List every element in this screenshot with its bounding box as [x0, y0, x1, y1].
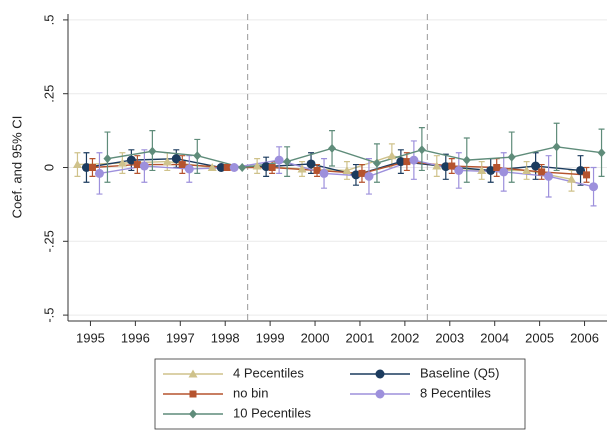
marker — [531, 161, 541, 171]
marker — [364, 171, 374, 181]
marker — [432, 161, 442, 170]
legend-label: 8 Pecentiles — [420, 385, 491, 400]
x-tick-label: 1996 — [121, 330, 150, 345]
marker — [396, 157, 406, 167]
marker — [583, 171, 591, 179]
marker — [274, 155, 284, 165]
legend-marker — [375, 369, 385, 379]
marker — [486, 165, 496, 175]
marker — [372, 158, 381, 168]
legend-marker — [189, 409, 197, 419]
marker — [252, 161, 262, 170]
y-tick-label: .25 — [41, 85, 56, 103]
x-tick-label: 1995 — [76, 330, 105, 345]
marker — [477, 165, 487, 174]
marker — [358, 169, 366, 177]
marker — [387, 151, 397, 160]
legend-marker — [375, 389, 385, 399]
marker — [597, 148, 606, 158]
legend-label: Baseline (Q5) — [420, 365, 499, 380]
marker — [283, 157, 292, 167]
marker — [261, 162, 271, 172]
marker — [313, 166, 321, 174]
marker — [522, 165, 532, 174]
x-tick-label: 2000 — [301, 330, 330, 345]
marker — [417, 145, 426, 155]
x-tick-label: 2005 — [525, 330, 554, 345]
marker — [133, 161, 141, 169]
marker — [216, 163, 226, 172]
marker — [576, 165, 586, 175]
x-tick-label: 1998 — [211, 330, 240, 345]
x-tick-label: 2002 — [390, 330, 419, 345]
marker — [493, 164, 501, 171]
legend-label: no bin — [233, 385, 268, 400]
marker — [162, 157, 172, 166]
marker — [178, 161, 186, 169]
x-tick-label: 1997 — [166, 330, 195, 345]
x-tick-label: 2004 — [480, 330, 509, 345]
y-tick-label: 0 — [41, 164, 56, 171]
marker — [552, 142, 561, 152]
y-axis-title: Coef. and 95% CI — [9, 116, 24, 219]
marker — [342, 165, 352, 174]
marker — [538, 168, 546, 176]
marker — [184, 164, 194, 174]
marker — [139, 161, 149, 171]
x-tick-label: 1999 — [256, 330, 285, 345]
marker — [268, 164, 276, 171]
marker — [499, 167, 509, 177]
marker — [319, 168, 329, 178]
marker — [409, 155, 419, 165]
legend-label: 4 Pecentiles — [233, 365, 304, 380]
marker — [507, 152, 516, 162]
x-tick-label: 2006 — [570, 330, 599, 345]
legend-marker — [188, 369, 198, 378]
marker — [72, 160, 82, 169]
marker — [351, 170, 361, 180]
marker — [462, 155, 471, 165]
y-tick-label: -.5 — [41, 308, 56, 323]
y-tick-label: .5 — [41, 14, 56, 25]
marker — [328, 143, 337, 153]
marker — [297, 164, 307, 173]
legend-label: 10 Pecentiles — [233, 405, 312, 420]
marker — [567, 174, 577, 183]
marker — [207, 163, 217, 171]
marker — [306, 159, 316, 169]
marker — [171, 154, 181, 164]
marker — [193, 151, 202, 161]
marker — [448, 162, 456, 170]
marker — [117, 158, 127, 167]
x-tick-label: 2003 — [435, 330, 464, 345]
x-tick-label: 2001 — [345, 330, 374, 345]
marker — [544, 171, 554, 181]
series-line — [107, 146, 602, 169]
marker — [126, 155, 136, 165]
marker — [103, 154, 112, 164]
marker — [238, 163, 247, 172]
marker — [441, 162, 451, 172]
marker — [403, 158, 411, 166]
legend-marker — [189, 390, 197, 398]
y-tick-label: -.25 — [41, 230, 56, 252]
marker — [454, 165, 464, 175]
marker — [229, 163, 239, 172]
marker — [223, 164, 231, 171]
marker — [81, 163, 91, 172]
marker — [148, 146, 157, 156]
marker — [94, 168, 104, 178]
marker — [88, 164, 96, 171]
marker — [589, 182, 599, 192]
